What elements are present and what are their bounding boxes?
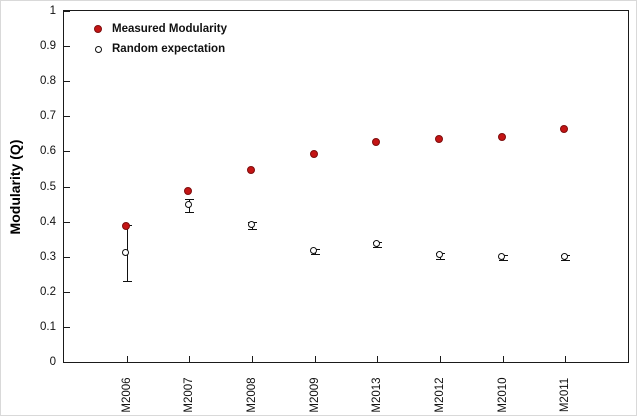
y-tick-label: 1: [49, 5, 56, 17]
y-tick: [64, 11, 70, 12]
y-tick-label: 0.2: [40, 285, 56, 298]
error-bar-cap: [248, 228, 257, 230]
y-tick: [64, 81, 70, 83]
x-tick: [502, 356, 504, 362]
y-tick-label: 0.4: [40, 215, 56, 228]
y-tick-label: 0.3: [40, 250, 56, 263]
x-tick: [252, 356, 253, 362]
y-tick: [64, 116, 70, 118]
error-bar-cap: [498, 260, 508, 262]
x-tick-label: M2006: [120, 377, 133, 413]
data-point-measured-M2009: [309, 149, 318, 158]
data-point-random-M2007: [184, 201, 192, 209]
data-point-random-M2013: [372, 239, 380, 247]
data-point-random-M2009: [310, 246, 318, 254]
x-tick-label: M2010: [496, 377, 509, 413]
y-tick: [64, 151, 70, 153]
x-tick-label: M2007: [183, 377, 196, 413]
x-tick: [440, 356, 441, 362]
x-tick: [314, 356, 316, 362]
data-point-measured-M2007: [184, 186, 193, 195]
data-point-measured-M2008: [247, 165, 255, 174]
error-bar-cap: [310, 254, 320, 256]
error-bar-cap: [436, 258, 445, 260]
y-tick: [64, 46, 70, 48]
data-point-random-M2012: [435, 251, 443, 259]
legend-item-random-expectation: Random expectation: [94, 39, 227, 59]
y-tick: [64, 221, 70, 223]
error-bar-cap: [185, 212, 195, 214]
data-point-measured-M2012: [435, 135, 443, 144]
x-tick-label: M2013: [371, 377, 384, 413]
y-tick: [64, 186, 70, 188]
data-point-measured-M2006: [121, 221, 130, 230]
data-point-random-M2010: [498, 252, 506, 260]
data-point-measured-M2013: [372, 137, 381, 146]
y-tick: [64, 291, 70, 293]
y-tick-label: 0.6: [40, 145, 56, 158]
y-tick-label: 0.9: [40, 40, 56, 53]
data-point-measured-M2011: [560, 124, 569, 133]
y-tick-label: 0: [49, 356, 56, 368]
data-point-random-M2008: [247, 220, 255, 228]
plot-area: Measured Modularity Random expectation 0…: [40, 5, 629, 413]
filled-circle-marker-icon: [94, 25, 102, 33]
data-point-random-M2006: [122, 248, 130, 256]
error-bar-cap: [373, 247, 383, 249]
y-tick-label: 0.1: [40, 320, 56, 333]
open-circle-marker-icon: [95, 45, 102, 53]
x-tick-label: M2008: [246, 377, 258, 413]
error-bar-cap: [122, 281, 132, 283]
data-point-random-M2011: [560, 252, 568, 260]
x-tick: [565, 356, 567, 362]
y-tick: [64, 326, 70, 328]
y-tick-label: 0.7: [40, 110, 56, 123]
legend-label-random: Random expectation: [112, 43, 226, 55]
x-tick: [377, 356, 379, 362]
y-tick-label: 0.8: [40, 75, 56, 88]
x-tick: [126, 356, 128, 362]
legend: Measured Modularity Random expectation: [94, 19, 227, 59]
x-tick-label: M2012: [434, 377, 446, 413]
x-tick-label: M2011: [559, 377, 572, 413]
error-bar-cap: [561, 260, 571, 262]
error-bar-cap: [185, 199, 195, 201]
y-tick: [64, 362, 70, 363]
legend-item-measured-modularity: Measured Modularity: [94, 19, 227, 39]
x-tick-label: M2009: [308, 377, 321, 413]
y-tick-label: 0.5: [40, 180, 56, 193]
legend-label-measured: Measured Modularity: [112, 23, 228, 35]
data-point-measured-M2010: [497, 133, 506, 142]
x-tick: [189, 356, 191, 362]
y-tick: [64, 256, 70, 258]
